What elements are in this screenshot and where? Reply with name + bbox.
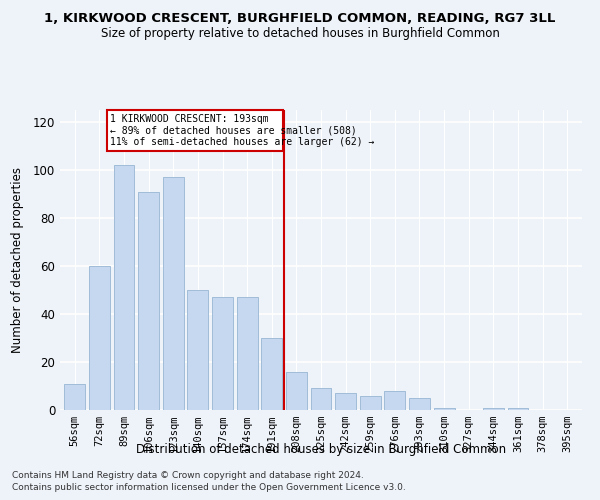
Bar [286, 372, 307, 410]
Bar [409, 398, 430, 410]
Text: Distribution of detached houses by size in Burghfield Common: Distribution of detached houses by size … [136, 442, 506, 456]
Bar [236, 297, 257, 410]
Text: Contains public sector information licensed under the Open Government Licence v3: Contains public sector information licen… [12, 484, 406, 492]
Bar [360, 396, 381, 410]
FancyBboxPatch shape [107, 110, 283, 151]
Bar [187, 290, 208, 410]
Bar [64, 384, 85, 410]
Text: Size of property relative to detached houses in Burghfield Common: Size of property relative to detached ho… [101, 28, 499, 40]
Bar [483, 408, 504, 410]
Bar [163, 177, 184, 410]
Text: Contains HM Land Registry data © Crown copyright and database right 2024.: Contains HM Land Registry data © Crown c… [12, 471, 364, 480]
Bar [138, 192, 159, 410]
Bar [113, 165, 134, 410]
Bar [508, 408, 529, 410]
Bar [335, 393, 356, 410]
Y-axis label: Number of detached properties: Number of detached properties [11, 167, 25, 353]
Bar [311, 388, 331, 410]
Text: ← 89% of detached houses are smaller (508): ← 89% of detached houses are smaller (50… [110, 126, 357, 136]
Text: 11% of semi-detached houses are larger (62) →: 11% of semi-detached houses are larger (… [110, 137, 375, 147]
Text: 1 KIRKWOOD CRESCENT: 193sqm: 1 KIRKWOOD CRESCENT: 193sqm [110, 114, 269, 124]
Bar [212, 297, 233, 410]
Bar [261, 338, 282, 410]
Bar [89, 266, 110, 410]
Text: 1, KIRKWOOD CRESCENT, BURGHFIELD COMMON, READING, RG7 3LL: 1, KIRKWOOD CRESCENT, BURGHFIELD COMMON,… [44, 12, 556, 26]
Bar [434, 408, 455, 410]
Bar [385, 391, 406, 410]
